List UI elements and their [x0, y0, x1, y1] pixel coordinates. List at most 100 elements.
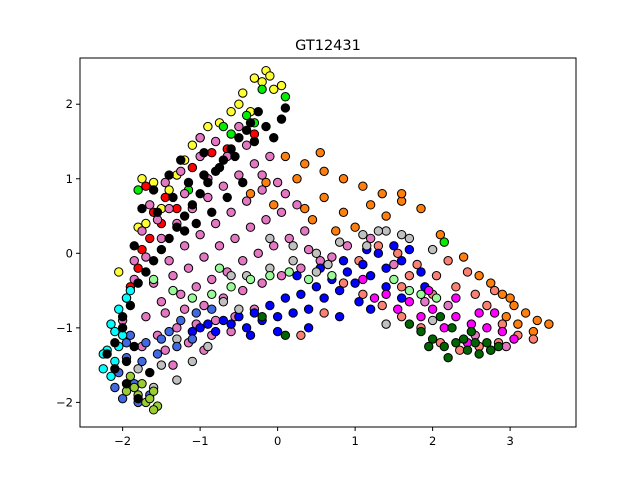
data-point [218, 315, 229, 326]
data-point [117, 323, 128, 333]
data-point [141, 181, 151, 191]
data-point [241, 140, 252, 150]
data-point [520, 308, 531, 318]
data-point [396, 282, 407, 292]
y-tick-label: −1 [56, 321, 73, 335]
data-point [416, 326, 426, 337]
data-point [257, 311, 267, 322]
data-point [172, 222, 182, 232]
data-point [214, 162, 225, 173]
series-1 [133, 84, 449, 247]
data-point [129, 341, 139, 352]
data-point [288, 256, 298, 266]
data-point [207, 304, 217, 314]
data-point [179, 304, 190, 314]
data-point [261, 121, 271, 132]
x-tick-label: −2 [114, 434, 131, 448]
data-point [121, 338, 132, 348]
data-point [125, 300, 136, 311]
data-point [218, 297, 229, 307]
data-point [218, 181, 229, 191]
data-point [172, 203, 182, 214]
data-point [145, 393, 155, 404]
plot-frame [79, 57, 577, 428]
data-point [327, 252, 337, 262]
data-point [331, 226, 341, 236]
data-point [404, 285, 415, 296]
data-point [148, 405, 159, 415]
data-point [164, 203, 174, 214]
data-point [106, 319, 116, 329]
data-point [342, 241, 353, 251]
data-point [393, 304, 403, 314]
data-point [474, 349, 484, 359]
data-point [296, 289, 306, 300]
data-point [393, 248, 403, 259]
data-point [125, 285, 136, 296]
data-point [303, 244, 314, 255]
data-point [265, 151, 275, 162]
data-point [160, 308, 170, 318]
data-point [187, 356, 198, 367]
data-point [141, 311, 151, 322]
data-point [238, 177, 248, 188]
data-point [358, 229, 368, 240]
data-point [137, 379, 147, 389]
y-tick-label: 0 [66, 246, 73, 260]
data-point [369, 293, 380, 303]
data-point [156, 360, 167, 370]
data-point [160, 177, 170, 188]
data-point [509, 334, 519, 344]
data-point [447, 323, 457, 333]
series-7 [358, 274, 519, 348]
data-point [319, 166, 329, 177]
data-point [319, 192, 329, 203]
data-point [226, 207, 236, 218]
data-point [156, 244, 167, 255]
data-point [296, 263, 306, 273]
data-point [133, 393, 143, 404]
data-point [443, 352, 453, 363]
x-tick-label: 0 [274, 434, 281, 448]
data-point [257, 84, 267, 95]
data-point [311, 282, 322, 292]
data-point [292, 174, 302, 184]
data-point [114, 304, 124, 314]
data-point [133, 364, 143, 374]
data-point [435, 311, 446, 322]
data-point [303, 274, 314, 285]
data-point [265, 233, 275, 244]
y-tick-label: −2 [56, 395, 73, 409]
data-point [424, 341, 434, 352]
data-point [280, 103, 291, 113]
data-point [300, 203, 310, 214]
data-point [129, 256, 139, 266]
data-point [416, 267, 426, 277]
data-point [156, 297, 167, 307]
data-point [389, 259, 399, 270]
data-point [272, 177, 283, 188]
data-point [137, 226, 147, 236]
data-point [241, 196, 252, 206]
data-point [381, 319, 391, 329]
data-point [129, 241, 139, 251]
data-point [179, 241, 190, 251]
data-point [145, 233, 155, 244]
data-point [458, 252, 469, 262]
data-point [129, 382, 139, 393]
data-point [141, 218, 151, 229]
data-point [381, 226, 391, 236]
data-point [350, 278, 360, 288]
data-point [334, 311, 345, 322]
data-point [117, 311, 128, 322]
data-point [164, 326, 174, 337]
data-point [199, 252, 209, 262]
data-point [365, 200, 376, 210]
data-point [300, 159, 310, 169]
data-point [451, 311, 461, 322]
data-point [431, 270, 442, 281]
data-point [424, 285, 434, 296]
data-point [179, 226, 190, 236]
data-point [218, 121, 229, 132]
